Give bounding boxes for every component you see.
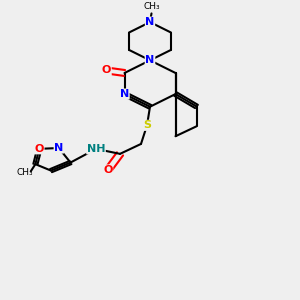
Text: CH₃: CH₃ xyxy=(143,2,160,11)
Text: CH₃: CH₃ xyxy=(16,168,33,177)
Text: N: N xyxy=(54,143,63,153)
Text: S: S xyxy=(143,120,151,130)
Text: O: O xyxy=(103,165,113,175)
Text: NH: NH xyxy=(87,144,105,154)
Text: N: N xyxy=(146,55,154,65)
Text: O: O xyxy=(102,65,111,76)
Text: O: O xyxy=(34,144,44,154)
Text: N: N xyxy=(120,89,129,99)
Text: N: N xyxy=(146,55,154,65)
Text: N: N xyxy=(146,17,154,27)
